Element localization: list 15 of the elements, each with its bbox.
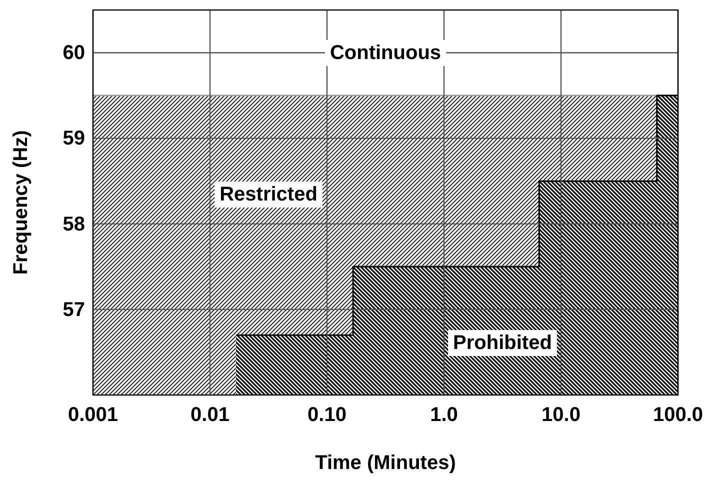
y-tick-label: 60 xyxy=(62,42,85,64)
y-tick-label: 59 xyxy=(62,128,85,150)
series-label: Restricted xyxy=(220,184,318,206)
x-tick-label: 0.001 xyxy=(68,404,118,426)
series-label: Prohibited xyxy=(453,332,552,354)
y-tick-label: 57 xyxy=(62,298,85,321)
x-tick-label: 0.10 xyxy=(308,404,346,426)
x-tick-label: 0.01 xyxy=(190,404,230,426)
y-tick-label: 58 xyxy=(62,213,85,236)
annotation: Continuous xyxy=(330,42,442,64)
x-tick-label: 10.0 xyxy=(542,404,580,426)
y-axis-title: Frequency (Hz) xyxy=(10,130,32,275)
x-tick-label: 1.0 xyxy=(430,404,458,426)
x-tick-label: 100.0 xyxy=(652,404,704,426)
x-axis-title: Time (Minutes) xyxy=(315,452,456,474)
